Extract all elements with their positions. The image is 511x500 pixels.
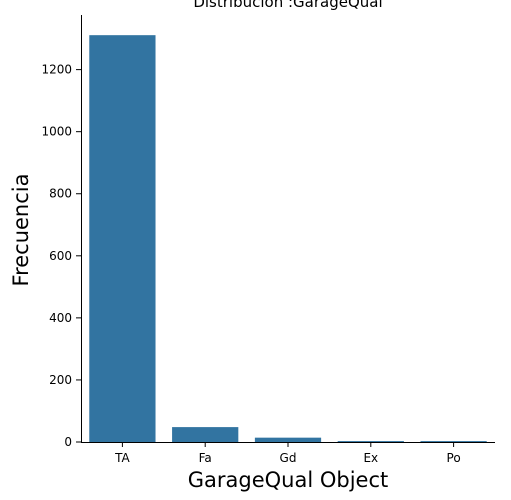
y-tick-label: 200: [49, 373, 72, 387]
x-tick-label: Ex: [363, 451, 378, 465]
bar-po: [420, 441, 487, 442]
chart-title: Distribución :GarageQual: [193, 0, 382, 11]
x-tick-label: Gd: [280, 451, 297, 465]
x-tick-label: Po: [447, 451, 461, 465]
bar-fa: [172, 427, 239, 442]
bar-gd: [254, 437, 322, 442]
y-tick-label: 0: [64, 435, 72, 449]
x-tick-label: Fa: [199, 451, 212, 465]
bars: [89, 35, 487, 443]
y-tick-label: 600: [49, 249, 72, 263]
y-tick-label: 400: [49, 311, 72, 325]
x-axis-ticks: TA Fa Gd Ex Po: [114, 442, 461, 465]
y-tick-label: 1000: [41, 125, 72, 139]
y-axis-ticks: 0 200 400 600 800 1000 1200: [41, 63, 81, 449]
y-tick-label: 1200: [41, 63, 72, 77]
x-tick-label: TA: [114, 451, 130, 465]
y-axis-label: Frecuencia: [9, 174, 33, 287]
bar-ex: [337, 441, 404, 442]
x-axis-label: GarageQual Object: [188, 468, 389, 492]
y-tick-label: 800: [49, 187, 72, 201]
bar-ta: [89, 35, 156, 443]
